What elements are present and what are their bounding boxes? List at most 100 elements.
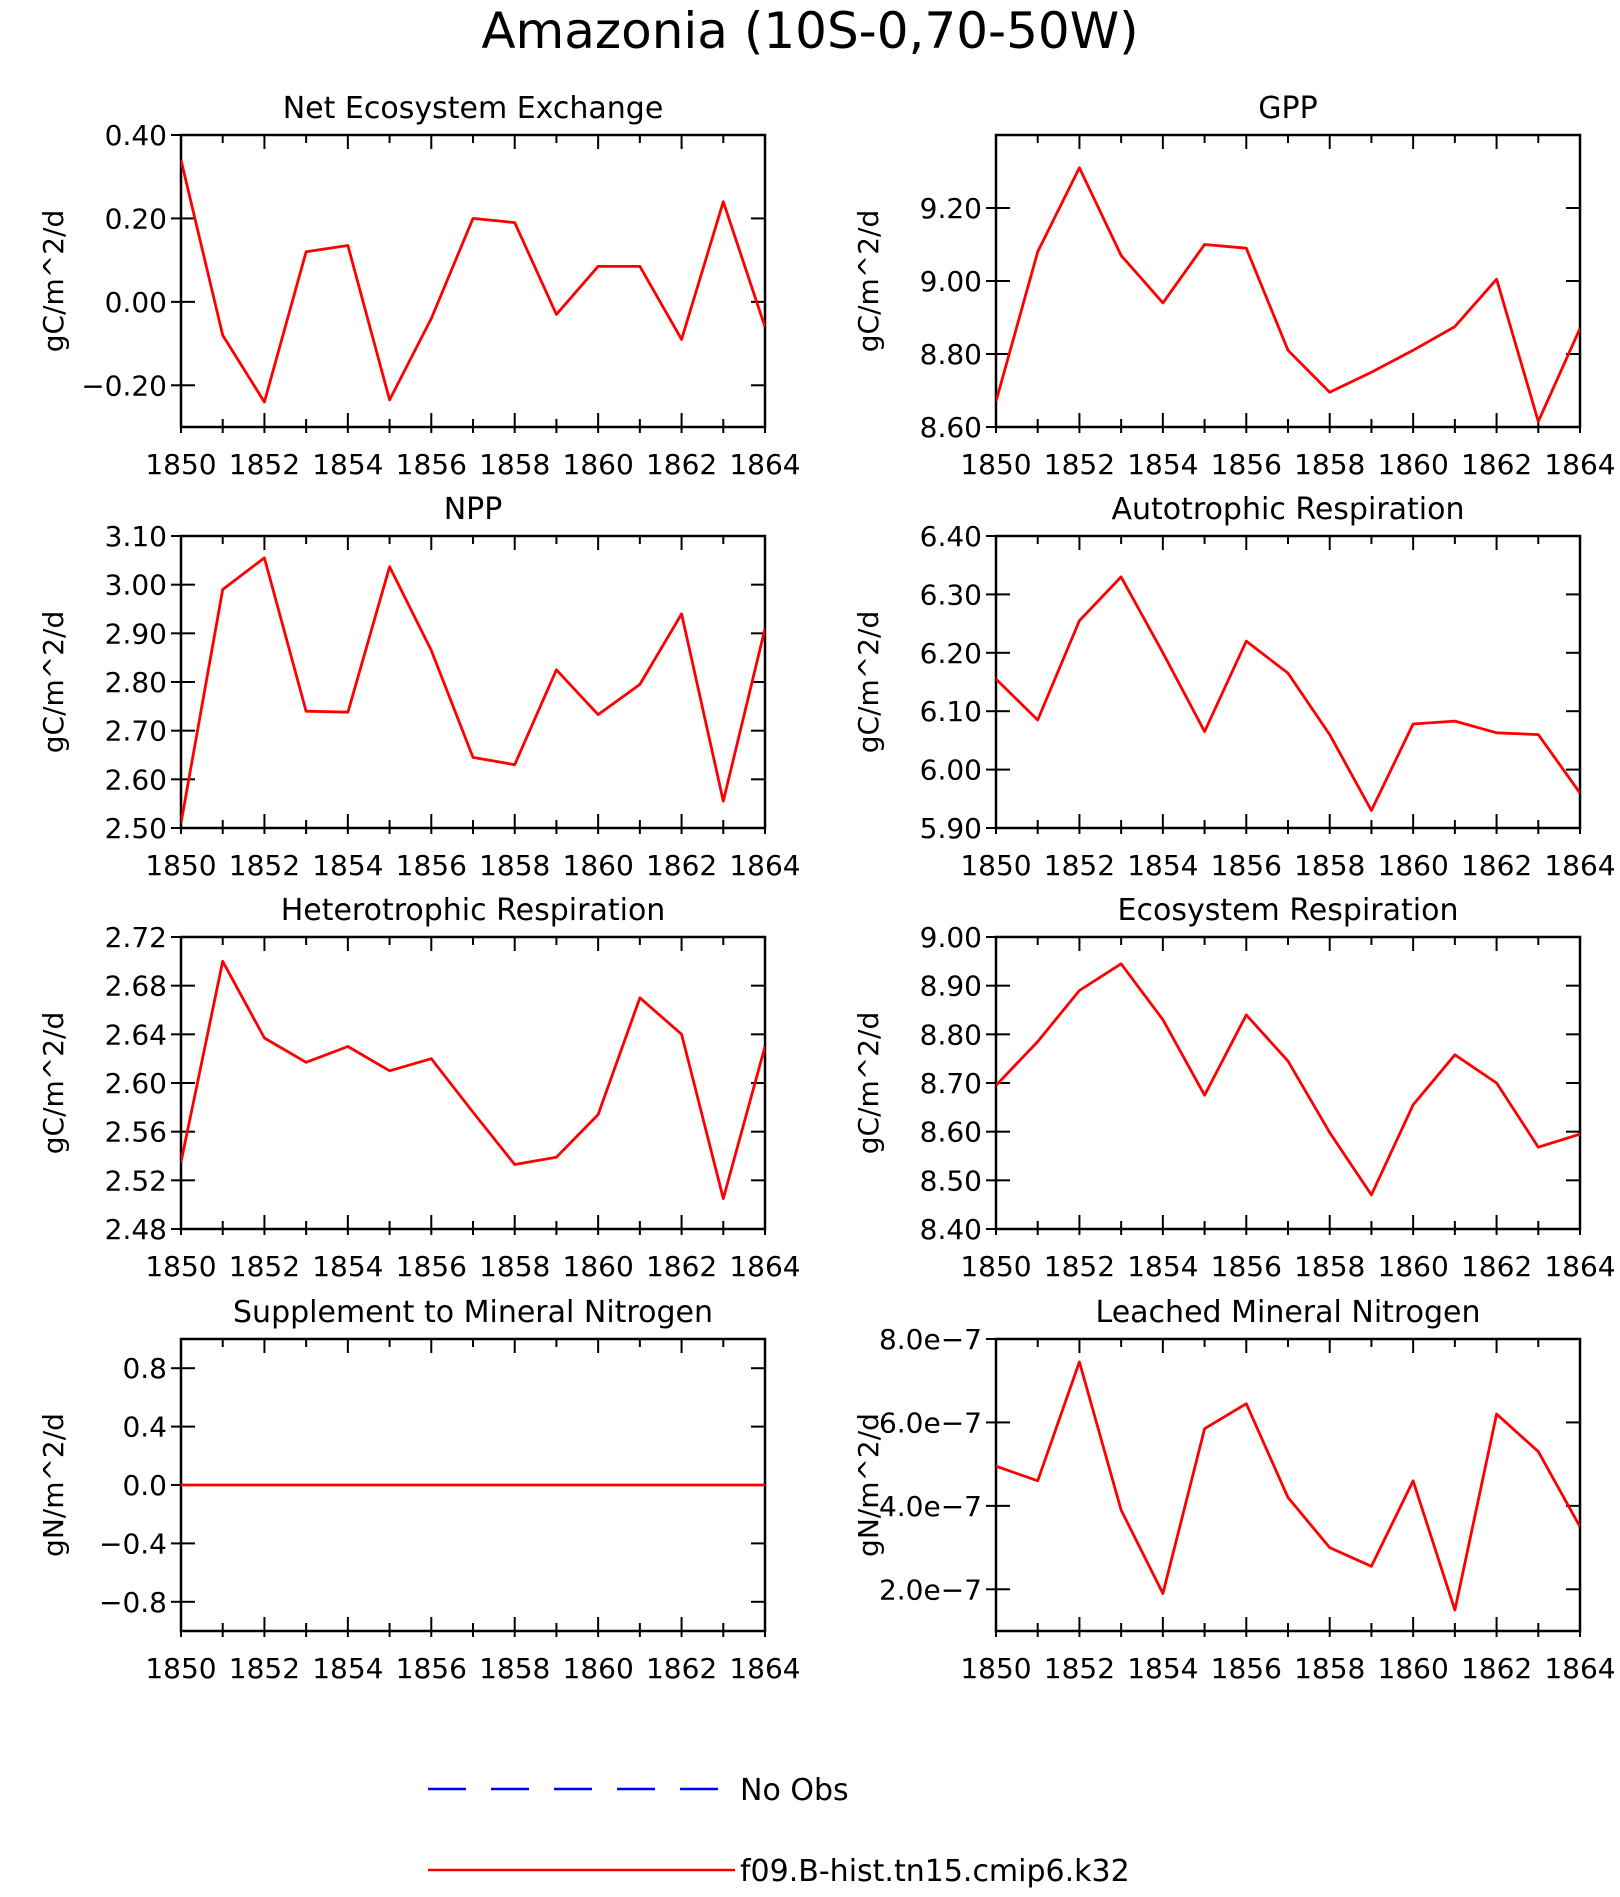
series-line-0	[181, 159, 765, 404]
y-tick-label: 0.00	[105, 286, 167, 319]
y-tick-label: 2.48	[105, 1213, 167, 1246]
x-tick-label: 1858	[1294, 1652, 1365, 1685]
panel-title-autotrophic-respiration: Autotrophic Respiration	[1111, 492, 1464, 527]
panel-title-heterotrophic-respiration: Heterotrophic Respiration	[281, 893, 666, 928]
y-tick-label: 0.4	[122, 1411, 167, 1444]
y-tick-label: 0.0	[122, 1469, 167, 1502]
y-tick-label: 2.50	[105, 812, 167, 845]
x-tick-label: 1856	[1211, 448, 1282, 481]
x-tick-label: 1856	[1211, 849, 1282, 882]
x-tick-label: 1864	[729, 1652, 800, 1685]
x-tick-label: 1860	[1378, 849, 1449, 882]
x-tick-label: 1856	[396, 1250, 467, 1283]
panel-title-ecosystem-respiration: Ecosystem Respiration	[1118, 893, 1459, 928]
y-tick-label: 8.80	[920, 1018, 982, 1051]
panel-leached-mineral-nitrogen: Leached Mineral Nitrogen 1850 1852 1854 1856…	[852, 1295, 1616, 1685]
x-tick-label: 1864	[1544, 849, 1615, 882]
x-tick-label: 1854	[1127, 448, 1198, 481]
plot-frame	[994, 534, 1582, 830]
legend-label-no-obs: No Obs	[740, 1773, 849, 1808]
y-tick-label: 9.00	[920, 921, 982, 954]
y-tick-label: 9.20	[920, 192, 982, 225]
y-tick-label: 8.60	[920, 1116, 982, 1149]
x-tick-label: 1858	[479, 1652, 550, 1685]
x-tick-label: 1852	[1044, 448, 1115, 481]
x-tick-label: 1860	[1378, 448, 1449, 481]
y-tick-label: 8.0e−7	[879, 1323, 982, 1356]
panel-heterotrophic-respiration: Heterotrophic Respiration 1850 1852 1854 185…	[37, 893, 801, 1283]
x-tick-label: 1864	[729, 1250, 800, 1283]
x-tick-label: 1862	[1461, 849, 1532, 882]
series-line-0	[996, 962, 1580, 1197]
x-tick-label: 1858	[1294, 1250, 1365, 1283]
y-tick-label: 8.80	[920, 338, 982, 371]
y-tick-label: −0.4	[99, 1527, 167, 1560]
y-tick-label: −0.8	[99, 1586, 167, 1619]
y-tick-label: 6.0e−7	[879, 1406, 982, 1439]
y-tick-label: −0.20	[81, 369, 167, 402]
x-tick-label: 1850	[145, 1250, 216, 1283]
x-tick-label: 1854	[1127, 849, 1198, 882]
y-tick-label: 8.60	[920, 411, 982, 444]
plot-frame	[179, 935, 767, 1231]
x-tick-label: 1852	[1044, 1250, 1115, 1283]
y-tick-label: 6.30	[920, 578, 982, 611]
x-tick-label: 1864	[729, 849, 800, 882]
y-tick-label: 2.64	[105, 1018, 167, 1051]
x-tick-label: 1852	[229, 1250, 300, 1283]
panels: Net Ecosystem Exchange 1850 1852 1854 1856 18…	[37, 91, 1616, 1685]
panel-title-net-ecosystem-exchange: Net Ecosystem Exchange	[283, 91, 664, 126]
x-tick-label: 1862	[1461, 1250, 1532, 1283]
series-line-0	[181, 556, 765, 824]
y-tick-label: 2.52	[105, 1164, 167, 1197]
panel-net-ecosystem-exchange: Net Ecosystem Exchange 1850 1852 1854 1856 18…	[37, 91, 801, 481]
y-tick-label: 2.60	[105, 1067, 167, 1100]
x-tick-label: 1852	[229, 849, 300, 882]
y-axis-label: gC/m^2/d	[852, 210, 885, 353]
y-tick-label: 2.72	[105, 921, 167, 954]
x-tick-label: 1860	[563, 849, 634, 882]
panel-gpp: GPP 1850 1852 1854 1856 1858 1860 1862 1864 8.60 8…	[852, 91, 1616, 481]
x-tick-label: 1852	[1044, 1652, 1115, 1685]
plot-frame	[179, 534, 767, 830]
y-tick-label: 2.70	[105, 715, 167, 748]
x-tick-label: 1860	[1378, 1652, 1449, 1685]
x-tick-label: 1858	[479, 849, 550, 882]
y-tick-label: 6.40	[920, 520, 982, 553]
x-tick-label: 1858	[1294, 448, 1365, 481]
panel-ecosystem-respiration: Ecosystem Respiration 1850 1852 1854 1856 185…	[852, 893, 1616, 1283]
series-line-0	[996, 1360, 1580, 1612]
y-axis-label: gC/m^2/d	[37, 210, 70, 353]
x-tick-label: 1860	[1378, 1250, 1449, 1283]
y-tick-label: 6.10	[920, 695, 982, 728]
x-tick-label: 1854	[1127, 1250, 1198, 1283]
x-tick-label: 1864	[1544, 448, 1615, 481]
x-tick-label: 1854	[312, 849, 383, 882]
panel-title-gpp: GPP	[1258, 91, 1317, 126]
plot-frame	[994, 935, 1582, 1231]
x-tick-label: 1862	[646, 448, 717, 481]
panel-autotrophic-respiration: Autotrophic Respiration 1850 1852 1854 1856 1…	[852, 492, 1616, 882]
series-line-0	[181, 959, 765, 1200]
x-tick-label: 1854	[312, 448, 383, 481]
y-axis-label: gC/m^2/d	[852, 1012, 885, 1155]
y-tick-label: 9.00	[920, 265, 982, 298]
x-tick-label: 1852	[229, 448, 300, 481]
x-tick-label: 1862	[646, 1250, 717, 1283]
x-tick-label: 1850	[960, 448, 1031, 481]
x-tick-label: 1856	[1211, 1652, 1282, 1685]
y-tick-label: 0.8	[122, 1352, 167, 1385]
x-tick-label: 1864	[1544, 1250, 1615, 1283]
x-tick-label: 1862	[1461, 1652, 1532, 1685]
y-tick-label: 2.56	[105, 1116, 167, 1149]
x-tick-label: 1854	[312, 1250, 383, 1283]
x-tick-label: 1860	[563, 1250, 634, 1283]
x-tick-label: 1850	[960, 849, 1031, 882]
y-tick-label: 8.90	[920, 970, 982, 1003]
panel-npp: NPP 1850 1852 1854 1856 1858 1860 1862 1864 2.50 2…	[37, 492, 801, 882]
x-tick-label: 1850	[960, 1250, 1031, 1283]
y-tick-label: 8.40	[920, 1213, 982, 1246]
x-tick-label: 1850	[145, 849, 216, 882]
